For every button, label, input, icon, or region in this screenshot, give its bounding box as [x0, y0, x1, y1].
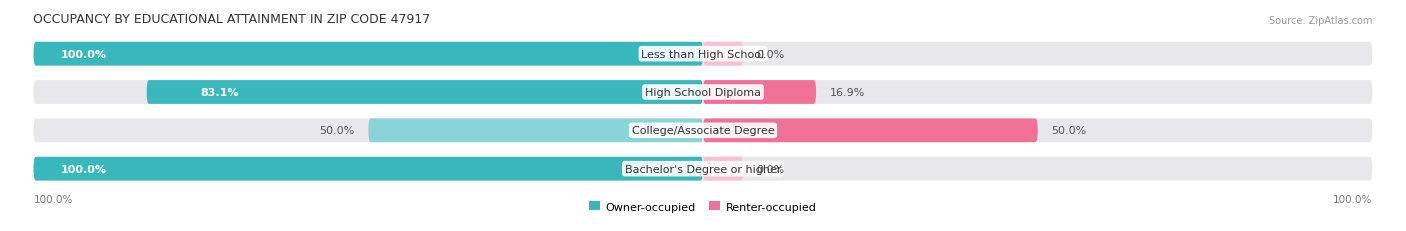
Text: 50.0%: 50.0% [319, 126, 354, 136]
FancyBboxPatch shape [34, 157, 1372, 181]
Text: 83.1%: 83.1% [200, 88, 239, 97]
FancyBboxPatch shape [703, 43, 744, 66]
FancyBboxPatch shape [703, 157, 744, 181]
FancyBboxPatch shape [368, 119, 703, 143]
Text: 50.0%: 50.0% [1052, 126, 1087, 136]
Text: Less than High School: Less than High School [641, 49, 765, 59]
FancyBboxPatch shape [34, 43, 703, 66]
Text: 100.0%: 100.0% [60, 49, 107, 59]
FancyBboxPatch shape [34, 119, 1372, 143]
Text: 100.0%: 100.0% [34, 194, 73, 204]
Text: High School Diploma: High School Diploma [645, 88, 761, 97]
FancyBboxPatch shape [146, 81, 703, 104]
FancyBboxPatch shape [34, 157, 703, 181]
Text: College/Associate Degree: College/Associate Degree [631, 126, 775, 136]
FancyBboxPatch shape [703, 119, 1038, 143]
Text: 0.0%: 0.0% [756, 164, 785, 174]
Text: 16.9%: 16.9% [830, 88, 865, 97]
Text: 0.0%: 0.0% [756, 49, 785, 59]
FancyBboxPatch shape [703, 81, 815, 104]
FancyBboxPatch shape [34, 81, 1372, 104]
Text: Source: ZipAtlas.com: Source: ZipAtlas.com [1270, 16, 1372, 26]
Text: OCCUPANCY BY EDUCATIONAL ATTAINMENT IN ZIP CODE 47917: OCCUPANCY BY EDUCATIONAL ATTAINMENT IN Z… [34, 13, 430, 26]
Text: 100.0%: 100.0% [1333, 194, 1372, 204]
Text: 100.0%: 100.0% [60, 164, 107, 174]
Legend: Owner-occupied, Renter-occupied: Owner-occupied, Renter-occupied [589, 201, 817, 212]
Text: Bachelor's Degree or higher: Bachelor's Degree or higher [624, 164, 782, 174]
FancyBboxPatch shape [34, 43, 1372, 66]
